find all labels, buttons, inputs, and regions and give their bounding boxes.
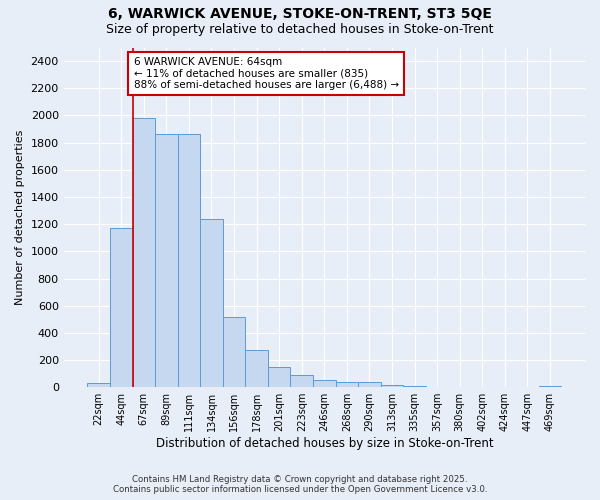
- Bar: [245, 350, 268, 387]
- Text: Size of property relative to detached houses in Stoke-on-Trent: Size of property relative to detached ho…: [106, 22, 494, 36]
- Bar: [223, 316, 245, 387]
- Bar: [403, 386, 426, 387]
- Bar: [313, 380, 335, 387]
- Y-axis label: Number of detached properties: Number of detached properties: [15, 130, 25, 305]
- Bar: [290, 375, 313, 387]
- Bar: [381, 385, 403, 387]
- Bar: [110, 228, 133, 387]
- Text: Contains HM Land Registry data © Crown copyright and database right 2025.
Contai: Contains HM Land Registry data © Crown c…: [113, 474, 487, 494]
- X-axis label: Distribution of detached houses by size in Stoke-on-Trent: Distribution of detached houses by size …: [155, 437, 493, 450]
- Bar: [155, 134, 178, 387]
- Text: 6, WARWICK AVENUE, STOKE-ON-TRENT, ST3 5QE: 6, WARWICK AVENUE, STOKE-ON-TRENT, ST3 5…: [108, 8, 492, 22]
- Bar: [426, 386, 448, 387]
- Bar: [335, 382, 358, 387]
- Bar: [539, 386, 562, 387]
- Bar: [358, 382, 381, 387]
- Bar: [133, 118, 155, 387]
- Bar: [88, 383, 110, 387]
- Bar: [178, 134, 200, 387]
- Text: 6 WARWICK AVENUE: 64sqm
← 11% of detached houses are smaller (835)
88% of semi-d: 6 WARWICK AVENUE: 64sqm ← 11% of detache…: [134, 57, 399, 90]
- Bar: [200, 218, 223, 387]
- Bar: [268, 367, 290, 387]
